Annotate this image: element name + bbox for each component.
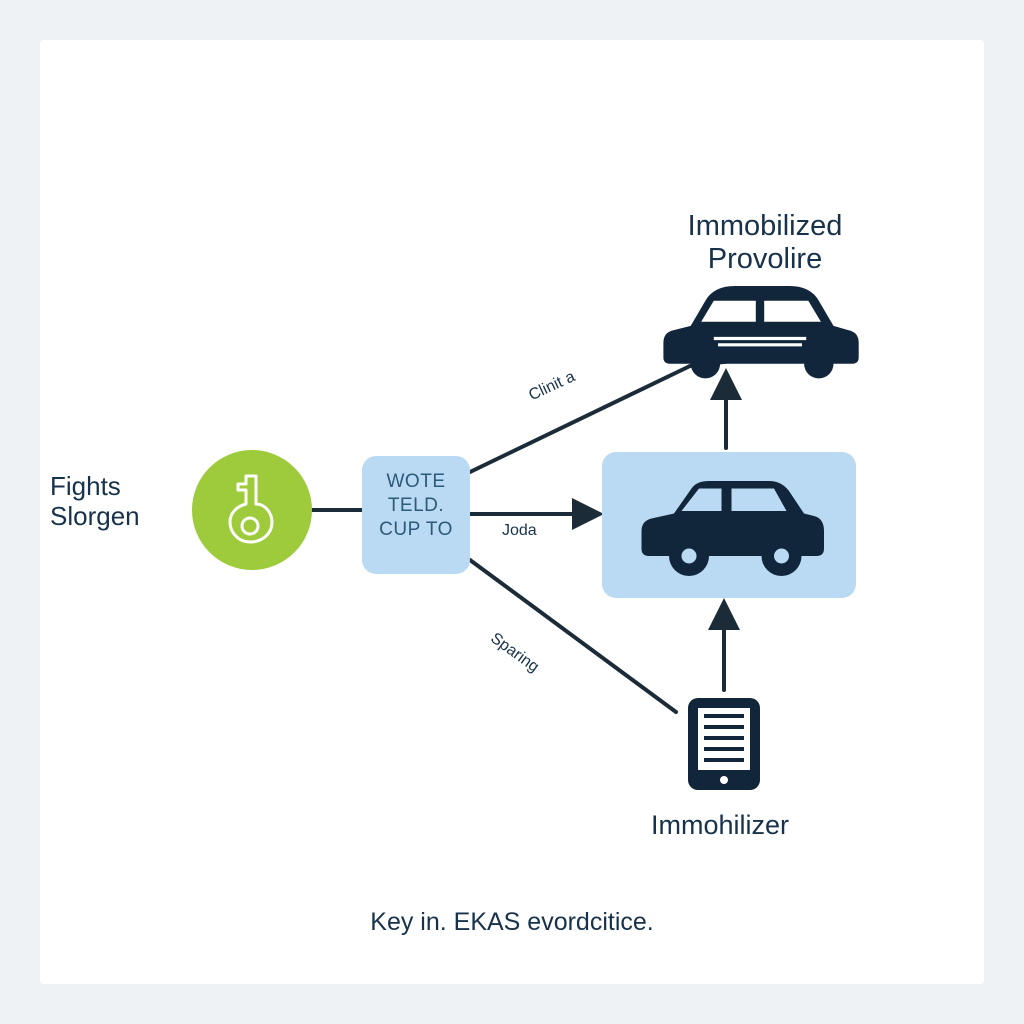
immobilized-label: Immobilized Provolire	[630, 210, 900, 277]
immobilizer-label: Immohilizer	[600, 810, 840, 841]
diagram-card: Fights Slorgen WOTE TELD. CUP TO Immobil…	[40, 40, 984, 984]
immobilizer-device-icon	[688, 698, 760, 790]
fights-label-line2: Slorgen	[50, 501, 140, 531]
wote-line3: CUP TO	[379, 519, 453, 540]
diagram-svg	[40, 40, 984, 984]
wote-line2: TELD.	[388, 495, 444, 516]
caption-text: Key in. EKAS evordcitice.	[40, 908, 984, 937]
fights-label-line1: Fights	[50, 471, 121, 501]
immobilized-line2: Provolire	[708, 243, 822, 275]
immobilized-line1: Immobilized	[688, 210, 843, 242]
wote-label: WOTE TELD. CUP TO	[362, 470, 470, 541]
fights-node-circle	[192, 450, 312, 570]
immobilizer-text: Immohilizer	[651, 810, 789, 840]
edge-label-joda: Joda	[502, 522, 537, 540]
car-top-icon	[663, 286, 858, 378]
wote-line1: WOTE	[387, 471, 446, 492]
fights-label: Fights Slorgen	[50, 472, 180, 532]
outer-frame: Fights Slorgen WOTE TELD. CUP TO Immobil…	[0, 0, 1024, 1024]
